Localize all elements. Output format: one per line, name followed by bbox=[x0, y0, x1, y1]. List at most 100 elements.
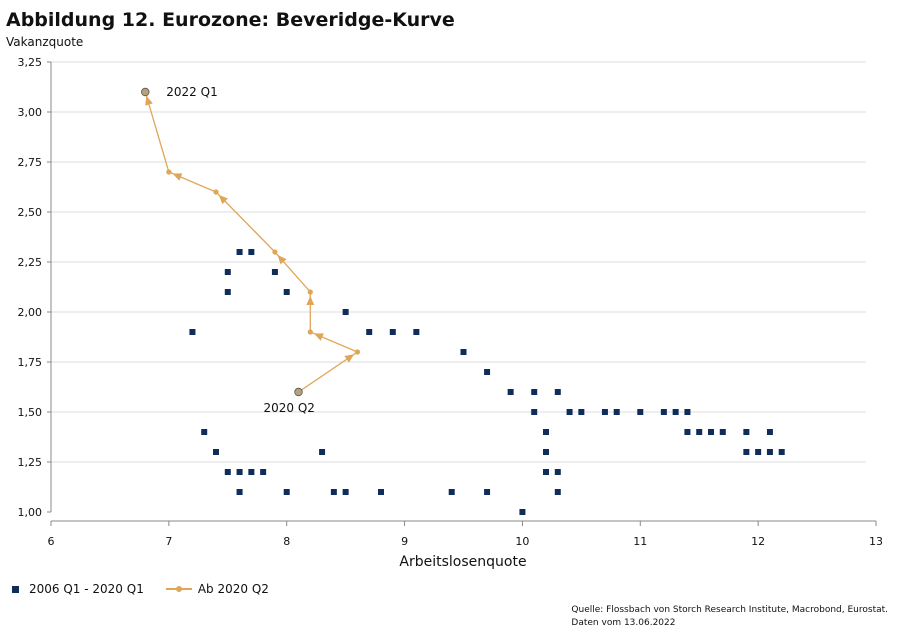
scatter-point bbox=[531, 389, 538, 395]
scatter-point bbox=[531, 409, 538, 415]
y-tick-label: 1,75 bbox=[18, 356, 43, 369]
x-tick-label: 13 bbox=[869, 535, 883, 548]
trajectory-point bbox=[272, 249, 278, 255]
scatter-point bbox=[543, 469, 549, 475]
annotation-label: 2020 Q2 bbox=[264, 401, 315, 415]
trajectory-line bbox=[144, 91, 359, 393]
trajectory-arrow bbox=[344, 354, 355, 363]
x-axis-label: Arbeitslosenquote bbox=[399, 554, 526, 570]
scatter-point bbox=[224, 469, 231, 475]
y-tick-label: 1,50 bbox=[18, 406, 43, 419]
scatter-point bbox=[613, 409, 620, 415]
x-tick-label: 8 bbox=[283, 535, 290, 548]
scatter-point bbox=[236, 469, 243, 475]
legend-label-trajectory: Ab 2020 Q2 bbox=[197, 582, 269, 596]
trajectory-endpoint bbox=[141, 87, 150, 97]
scatter-point bbox=[248, 249, 255, 255]
legend-square-icon bbox=[12, 585, 19, 593]
scatter-point bbox=[460, 349, 467, 355]
trajectory-arrow bbox=[172, 173, 183, 181]
scatter-point bbox=[319, 449, 326, 455]
trajectory-arrow bbox=[277, 254, 287, 265]
scatter-point bbox=[201, 429, 208, 435]
trajectory-arrow bbox=[145, 95, 153, 106]
scatter-point bbox=[189, 329, 196, 335]
source-line-1: Quelle: Flossbach von Storch Research In… bbox=[571, 605, 888, 615]
scatter-point bbox=[366, 329, 373, 335]
scatter-series bbox=[189, 249, 785, 515]
y-tick-label: 2,00 bbox=[18, 306, 43, 319]
annotation-label: 2022 Q1 bbox=[166, 85, 217, 99]
scatter-point bbox=[554, 489, 561, 495]
scatter-point bbox=[507, 389, 514, 395]
annotations: 2022 Q1 2020 Q2 bbox=[166, 85, 315, 415]
source-line-2: Daten vom 13.06.2022 bbox=[571, 618, 676, 628]
scatter-point bbox=[519, 509, 526, 515]
trajectory-point bbox=[213, 189, 219, 195]
trajectory-point bbox=[307, 329, 313, 335]
scatter-point bbox=[766, 429, 773, 435]
x-tick-label: 7 bbox=[165, 535, 172, 548]
scatter-point bbox=[283, 489, 290, 495]
scatter-point bbox=[566, 409, 573, 415]
y-tick-label: 2,50 bbox=[18, 206, 43, 219]
scatter-point bbox=[389, 329, 396, 335]
trajectory-series bbox=[141, 87, 361, 397]
scatter-point bbox=[708, 429, 714, 435]
y-tick-label: 3,25 bbox=[18, 56, 43, 69]
legend-item-scatter: 2006 Q1 - 2020 Q1 bbox=[12, 582, 144, 596]
scatter-point bbox=[755, 449, 762, 455]
legend-item-trajectory: Ab 2020 Q2 bbox=[165, 582, 269, 596]
scatter-point bbox=[342, 489, 349, 495]
grid-lines bbox=[51, 61, 866, 463]
y-axis-label: Vakanzquote bbox=[6, 35, 84, 49]
scatter-point bbox=[484, 369, 491, 375]
scatter-point bbox=[766, 449, 773, 455]
trajectory-point bbox=[307, 289, 313, 295]
scatter-point bbox=[236, 489, 243, 495]
scatter-point bbox=[413, 329, 420, 335]
scatter-point bbox=[696, 429, 703, 435]
y-tick-label: 2,75 bbox=[18, 156, 43, 169]
scatter-point bbox=[248, 469, 255, 475]
source-note: Quelle: Flossbach von Storch Research In… bbox=[571, 604, 888, 630]
x-tick-label: 11 bbox=[633, 535, 647, 548]
legend-label-scatter: 2006 Q1 - 2020 Q1 bbox=[29, 582, 144, 596]
scatter-point bbox=[660, 409, 667, 415]
scatter-point bbox=[342, 309, 349, 315]
axes bbox=[47, 61, 877, 526]
legend-line-icon bbox=[165, 584, 192, 594]
scatter-point bbox=[743, 429, 750, 435]
scatter-point bbox=[719, 429, 726, 435]
y-tick-label: 1,00 bbox=[18, 506, 43, 519]
scatter-point bbox=[484, 489, 491, 495]
trajectory-arrow bbox=[306, 296, 315, 305]
scatter-point bbox=[448, 489, 455, 495]
y-tick-label: 2,25 bbox=[18, 256, 43, 269]
x-tick-label: 6 bbox=[48, 535, 55, 548]
x-tick-label: 9 bbox=[401, 535, 408, 548]
scatter-point bbox=[601, 409, 608, 415]
scatter-point bbox=[224, 289, 231, 295]
scatter-point bbox=[330, 489, 337, 495]
scatter-point bbox=[236, 249, 243, 255]
scatter-point bbox=[554, 469, 561, 475]
scatter-point bbox=[543, 429, 549, 435]
scatter-point bbox=[554, 389, 561, 395]
scatter-point bbox=[684, 429, 691, 435]
trajectory-arrow bbox=[313, 333, 324, 341]
scatter-point bbox=[672, 409, 679, 415]
trajectory-arrow bbox=[218, 194, 228, 205]
scatter-point bbox=[778, 449, 785, 455]
y-tick-label: 3,00 bbox=[18, 106, 43, 119]
chart-title: Abbildung 12. Eurozone: Beveridge-Kurve bbox=[6, 9, 455, 31]
scatter-point bbox=[637, 409, 644, 415]
y-tick-label: 1,25 bbox=[18, 456, 43, 469]
x-tick-label: 10 bbox=[515, 535, 529, 548]
x-tick-labels: 6 7 8 9 10 11 12 13 bbox=[48, 535, 884, 548]
x-tick-label: 12 bbox=[751, 535, 765, 548]
scatter-point bbox=[283, 289, 290, 295]
scatter-point bbox=[378, 489, 384, 495]
scatter-point bbox=[271, 269, 278, 275]
